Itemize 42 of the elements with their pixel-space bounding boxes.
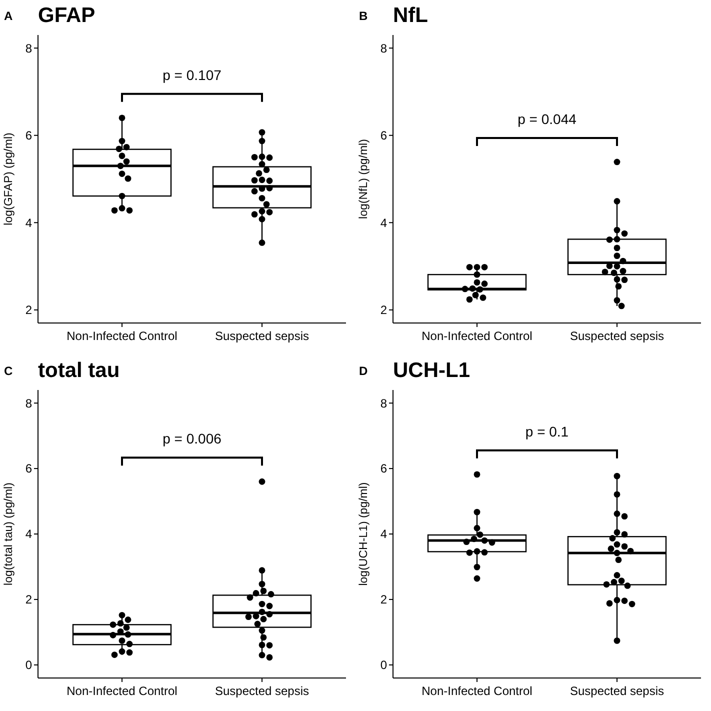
x-tick-label: Suspected sepsis xyxy=(214,329,310,343)
y-tick-label: 2 xyxy=(25,303,32,318)
chart-title: GFAP xyxy=(38,4,96,27)
y-tick-label: 8 xyxy=(25,396,32,410)
y-tick-label: 2 xyxy=(380,592,388,607)
x-tick-label: Suspected sepsis xyxy=(570,684,664,698)
y-tick-label: 4 xyxy=(25,216,32,230)
y-tick-label: 0 xyxy=(25,658,32,672)
annotation: p = 0.107 xyxy=(162,66,222,83)
text: D xyxy=(359,364,368,378)
y-tick-label: 4 xyxy=(380,527,388,542)
chart-title: NfL xyxy=(393,4,428,27)
x-tick-label: Non-Infected Control xyxy=(66,684,178,698)
x-tick-label: Non-Infected Control xyxy=(422,684,532,698)
text: A xyxy=(4,9,13,23)
annotation: p = 0.006 xyxy=(162,430,222,447)
text: B xyxy=(359,9,368,23)
y-axis-title: log(UCH-L1) (pg/ml) xyxy=(358,482,370,586)
y-axis-title: log(NfL) (pg/ml) xyxy=(358,138,370,219)
text: C xyxy=(4,364,13,378)
y-axis-title: log(GFAP) (pg/ml) xyxy=(3,132,15,226)
y-tick-label: 6 xyxy=(380,128,388,143)
y-tick-label: 8 xyxy=(380,396,388,410)
y-tick-label: 8 xyxy=(25,41,32,56)
y-axis-title: log(total tau) (pg/ml) xyxy=(3,482,15,586)
y-tick-label: 4 xyxy=(380,216,388,230)
y-tick-label: 0 xyxy=(380,658,388,672)
x-tick-label: Non-Infected Control xyxy=(422,329,532,343)
y-tick-label: 2 xyxy=(25,592,32,607)
annotation: p = 0.1 xyxy=(525,423,569,440)
y-tick-label: 6 xyxy=(25,128,32,143)
chart-title: UCH-L1 xyxy=(393,359,470,382)
y-tick-label: 8 xyxy=(380,41,388,56)
chart-title: total tau xyxy=(38,359,120,382)
y-tick-label: 6 xyxy=(25,462,32,476)
annotation: p = 0.044 xyxy=(518,110,577,127)
x-tick-label: Non-Infected Control xyxy=(66,329,178,343)
x-tick-label: Suspected sepsis xyxy=(570,329,664,343)
y-tick-label: 4 xyxy=(25,527,32,542)
y-tick-label: 2 xyxy=(380,303,388,318)
y-tick-label: 6 xyxy=(380,462,388,476)
x-tick-label: Suspected sepsis xyxy=(214,684,310,698)
